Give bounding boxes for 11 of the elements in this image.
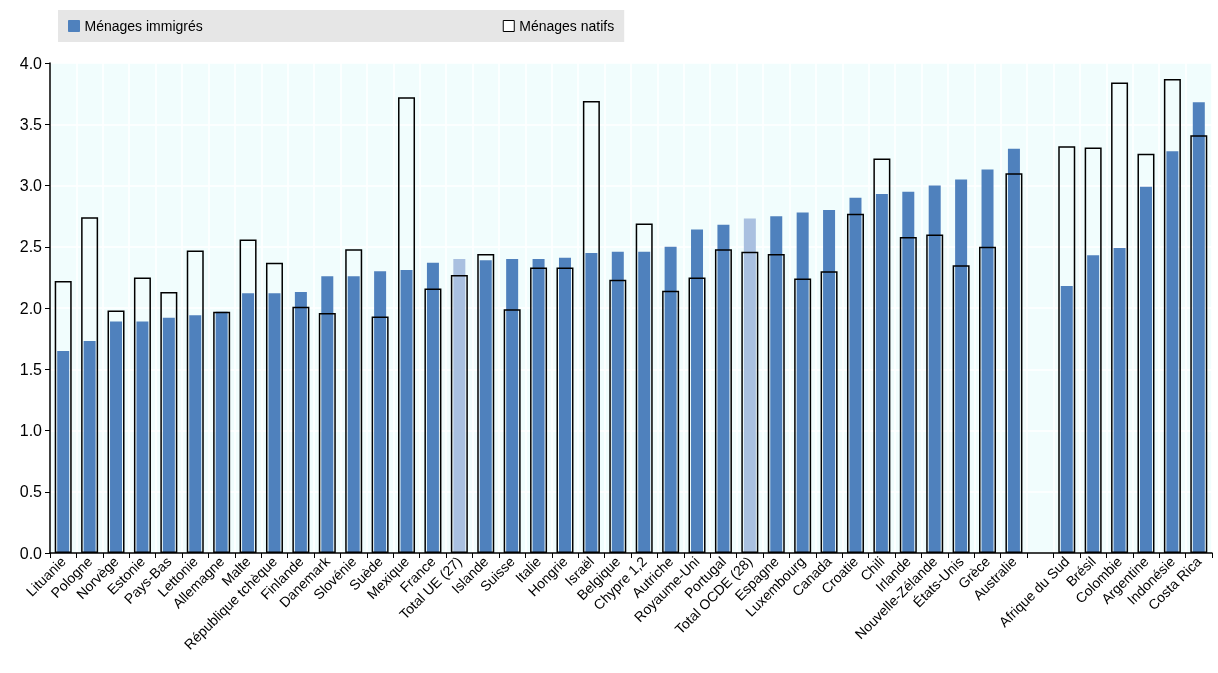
legend-label: Ménages immigrés	[84, 18, 203, 34]
y-tick-label: 0.0	[19, 544, 43, 562]
y-tick-label: 2.0	[19, 299, 43, 317]
y-tick-label: 2.5	[19, 238, 43, 256]
legend-label: Ménages natifs	[519, 18, 615, 34]
y-tick-label: 3.5	[19, 115, 43, 133]
y-tick-label: 4.0	[19, 54, 43, 72]
y-tick-label: 3.0	[19, 177, 43, 194]
y-tick-label: 1.0	[19, 422, 43, 439]
y-tick-label: 1.5	[19, 360, 43, 378]
y-tick-label: 0.5	[19, 483, 43, 501]
